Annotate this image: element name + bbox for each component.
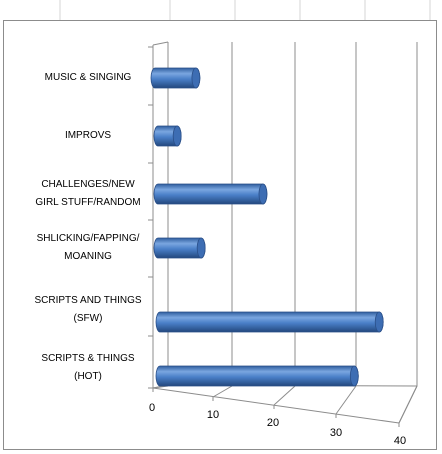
bar-3	[153, 237, 206, 259]
bar-body	[155, 311, 384, 333]
category-label: GIRL STUFF/RANDOM	[35, 197, 140, 208]
bar-5	[155, 365, 359, 387]
back-wall-edge	[152, 41, 169, 46]
category-label: SCRIPTS & THINGS	[41, 353, 134, 364]
category-label: MOANING	[64, 251, 112, 262]
category-label: CHALLENGES/NEW	[41, 179, 135, 190]
x-tick-label: 20	[267, 417, 279, 429]
category-label: SHLICKING/FAPPING/	[37, 233, 140, 244]
x-tick-label: 10	[207, 409, 219, 421]
x-axis-line	[152, 387, 400, 424]
x-tick-label: 30	[330, 427, 342, 439]
category-label: SCRIPTS AND THINGS	[34, 295, 141, 306]
bar-end-cap	[374, 311, 384, 333]
bar-end-cap	[172, 125, 182, 147]
x-tick-label: 0	[149, 402, 155, 414]
category-label: (HOT)	[74, 371, 102, 382]
floor-gridline	[398, 385, 418, 424]
bar-body	[155, 365, 359, 387]
floor-gridline	[335, 385, 357, 415]
floor-gridline	[273, 385, 296, 406]
bar-4	[155, 311, 384, 333]
category-label: IMPROVS	[65, 130, 111, 141]
bar-end-cap	[191, 67, 201, 89]
bar-end-cap	[196, 237, 206, 259]
bar-0	[150, 67, 201, 89]
bar-1	[153, 125, 182, 147]
bar-body	[153, 183, 268, 205]
bar-end-cap	[349, 365, 359, 387]
bar-2	[153, 183, 268, 205]
floor-gridline	[212, 385, 233, 398]
bar-end-cap	[258, 183, 268, 205]
spreadsheet-gridlines	[59, 0, 431, 20]
x-tick-label: 40	[394, 435, 406, 447]
category-label: (SFW)	[74, 313, 103, 324]
category-label: MUSIC & SINGING	[45, 72, 132, 83]
